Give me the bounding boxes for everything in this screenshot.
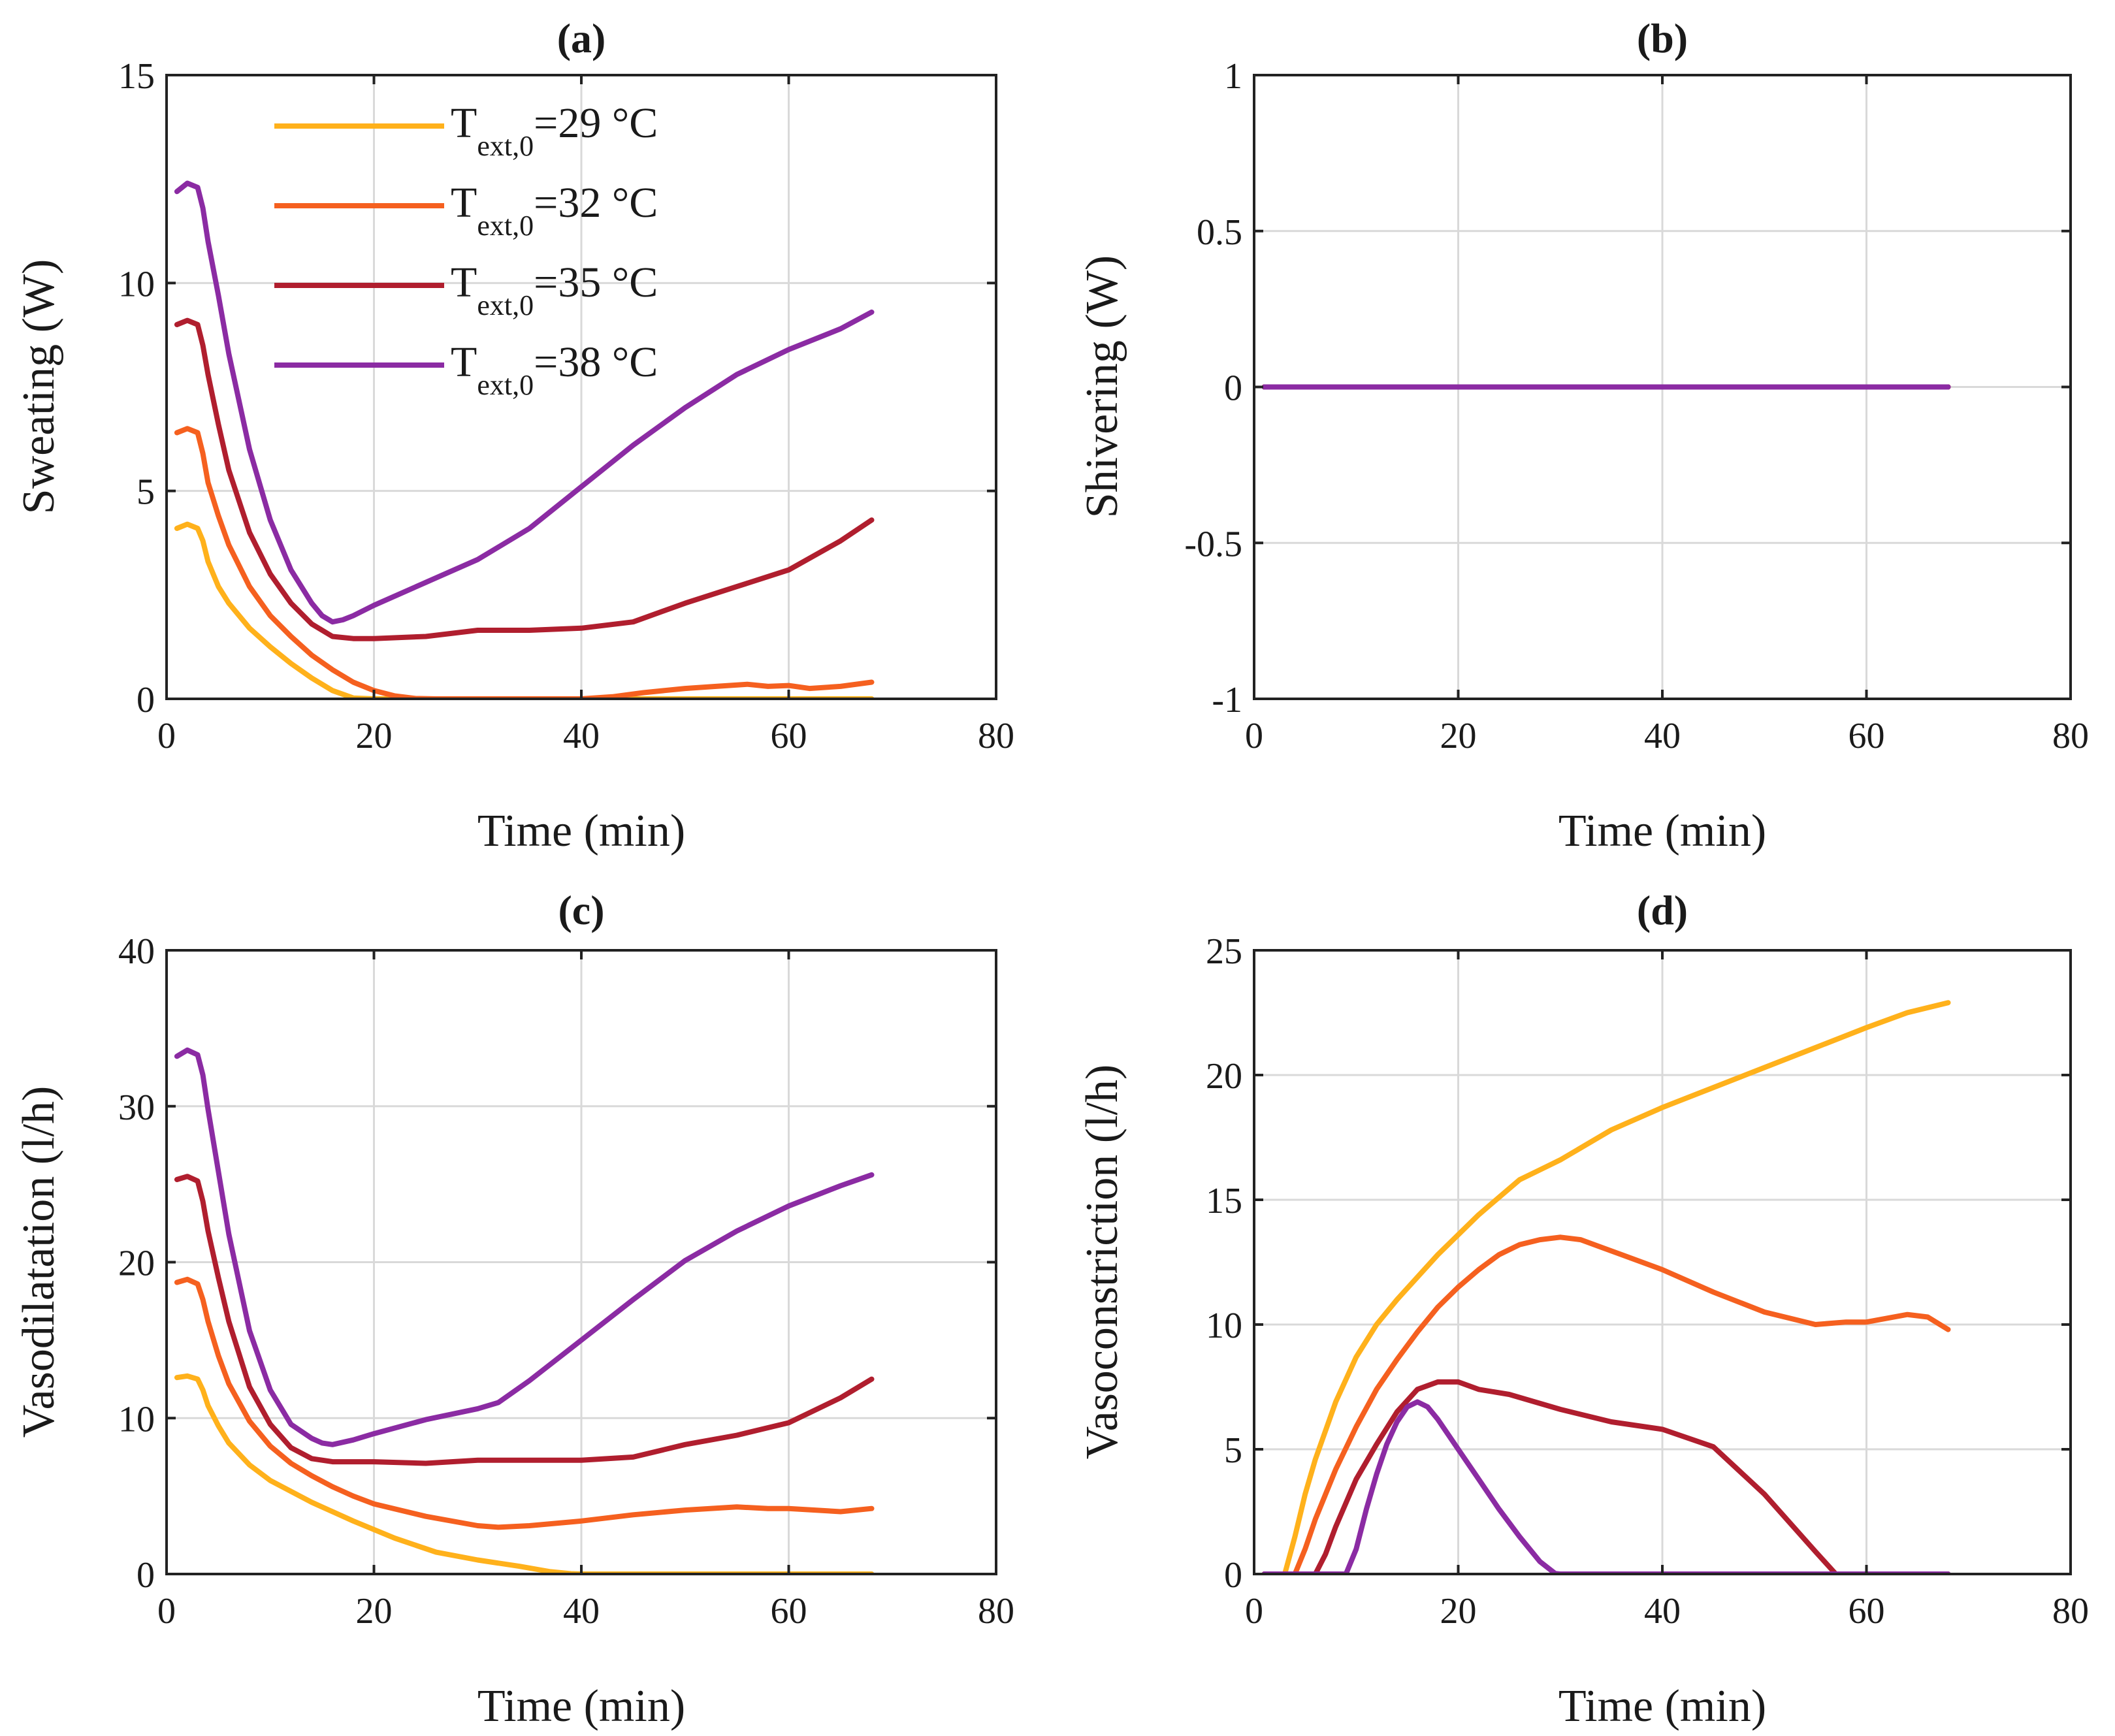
panel-a-series-32-line <box>174 426 875 699</box>
legend-entry-29: Text,0=29 °C <box>274 99 658 162</box>
panel-b-y-tick-label: 1 <box>1224 56 1242 97</box>
panel-d-y-tick-label: 25 <box>1206 931 1242 972</box>
panel-d-x-tick-label: 80 <box>2052 1591 2089 1632</box>
panel-d-y-tick-label: 10 <box>1206 1306 1242 1346</box>
panel-d-y-tick-label: 20 <box>1206 1056 1242 1097</box>
panel-a-sweating: 0 20 40 60 80 0 5 10 15 (a) Time (min) Sweating … <box>14 15 1014 856</box>
panel-d-series-38-line <box>1261 1399 1951 1574</box>
legend-entry-35: Text,0=35 °C <box>274 259 658 321</box>
panel-c-y-axis-label: Vasodilatation (l/h) <box>14 1086 64 1438</box>
panel-b-y-tick-label: 0.5 <box>1197 212 1242 253</box>
panel-c-y-tick-label: 30 <box>118 1087 155 1128</box>
panel-a-y-tick-label: 0 <box>137 680 155 720</box>
panel-a-x-tick-label: 20 <box>356 716 393 756</box>
panel-b-shivering: 0 20 40 60 80 -1 -0.5 0 0.5 1 (b) Time (min) Shiv… <box>1077 15 2089 856</box>
panel-a-y-tick-label: 10 <box>118 264 155 304</box>
svg-text:Text,0=38 °C: Text,0=38 °C <box>451 338 658 401</box>
panel-a-x-tick-label: 60 <box>771 716 807 756</box>
panel-c-x-tick-label: 0 <box>157 1591 176 1632</box>
panel-d-y-axis-label: Vasoconstriction (l/h) <box>1077 1065 1127 1460</box>
panel-d-title: (d) <box>1637 887 1688 933</box>
legend-value-32: =32 °C <box>534 179 658 227</box>
panel-d-x-tick-label: 0 <box>1245 1591 1263 1632</box>
legend-value-29: =29 °C <box>534 99 658 147</box>
panel-a-series-35-line <box>174 317 875 641</box>
svg-text:Text,0=35 °C: Text,0=35 °C <box>451 259 658 321</box>
legend-main-29: T <box>451 99 477 147</box>
panel-c-series-35-line <box>174 1174 875 1466</box>
panel-a-series-29-line <box>174 521 875 699</box>
legend-main-35: T <box>451 259 477 306</box>
panel-c-y-tick-label: 0 <box>137 1555 155 1596</box>
panel-c-series-38-line <box>174 1047 875 1447</box>
panel-b-x-tick-label: 20 <box>1440 716 1477 756</box>
panel-b-title: (b) <box>1637 15 1688 61</box>
panel-a-x-tick-label: 80 <box>978 716 1014 756</box>
legend-entry-32: Text,0=32 °C <box>274 179 658 242</box>
panel-b-y-tick-label: -0.5 <box>1184 524 1242 564</box>
panel-a-y-tick-label: 15 <box>118 56 155 97</box>
panel-b-x-axis-label: Time (min) <box>1558 806 1766 856</box>
panel-d-x-axis-label: Time (min) <box>1558 1681 1766 1731</box>
legend-sub-32: ext,0 <box>477 210 534 242</box>
panel-a-title: (a) <box>557 15 606 61</box>
panel-c-x-tick-label: 60 <box>771 1591 807 1632</box>
panel-a-x-axis-label: Time (min) <box>477 806 685 856</box>
panel-d-series-35-line <box>1261 1379 1951 1574</box>
legend-main-32: T <box>451 179 477 227</box>
svg-text:Text,0=29 °C: Text,0=29 °C <box>451 99 658 162</box>
panel-d-y-tick-label: 0 <box>1224 1555 1242 1596</box>
panel-a-x-tick-label: 40 <box>563 716 600 756</box>
panel-c-y-tick-label: 20 <box>118 1244 155 1284</box>
panel-d-y-tick-label: 15 <box>1206 1181 1242 1221</box>
panel-b-y-axis-label: Shivering (W) <box>1077 255 1127 518</box>
panel-c-y-tick-label: 10 <box>118 1399 155 1439</box>
panel-b-y-tick-label: -1 <box>1212 680 1242 720</box>
panel-d-series-32-line <box>1261 1234 1951 1574</box>
panel-c-series-32-line <box>174 1276 875 1530</box>
panel-c-x-tick-label: 80 <box>978 1591 1014 1632</box>
panel-b-x-tick-label: 60 <box>1849 716 1885 756</box>
panel-b-x-tick-label: 40 <box>1644 716 1681 756</box>
panel-a-y-tick-label: 5 <box>137 472 155 513</box>
panel-d-y-tick-label: 5 <box>1224 1430 1242 1471</box>
panel-b-y-tick-label: 0 <box>1224 368 1242 409</box>
legend-sub-29: ext,0 <box>477 130 534 162</box>
panel-d-x-tick-label: 20 <box>1440 1591 1477 1632</box>
panel-c-title: (c) <box>558 887 604 933</box>
panel-a-y-axis-label: Sweating (W) <box>14 259 64 515</box>
legend-main-38: T <box>451 338 477 386</box>
panel-d-x-tick-label: 40 <box>1644 1591 1681 1632</box>
panel-a-series-38-line <box>174 180 875 625</box>
legend-sub-35: ext,0 <box>477 289 534 321</box>
panel-b-x-tick-label: 0 <box>1245 716 1263 756</box>
legend-value-38: =38 °C <box>534 338 658 386</box>
panel-c-y-tick-label: 40 <box>118 931 155 972</box>
legend: Text,0=29 °C Text,0=32 °C Text,0=35 °C T… <box>274 99 658 401</box>
svg-text:Text,0=32 °C: Text,0=32 °C <box>451 179 658 242</box>
legend-entry-38: Text,0=38 °C <box>274 338 658 401</box>
panel-c-x-tick-label: 40 <box>563 1591 600 1632</box>
panel-a-x-tick-label: 0 <box>157 716 176 756</box>
panel-c-x-tick-label: 20 <box>356 1591 393 1632</box>
panel-b-x-tick-label: 80 <box>2052 716 2089 756</box>
panel-d-vasoconstriction: 0 20 40 60 80 0 5 10 15 20 25 (d) Time (min) Vasoc… <box>1077 887 2089 1731</box>
panel-d-x-tick-label: 60 <box>1849 1591 1885 1632</box>
legend-sub-38: ext,0 <box>477 369 534 401</box>
legend-value-35: =35 °C <box>534 259 658 306</box>
panel-c-x-axis-label: Time (min) <box>477 1681 685 1731</box>
panel-c-vasodilatation: 0 20 40 60 80 0 10 20 30 40 (c) Time (min) Vasodi… <box>14 887 1014 1731</box>
panel-d-series-29-line <box>1261 1000 1951 1574</box>
